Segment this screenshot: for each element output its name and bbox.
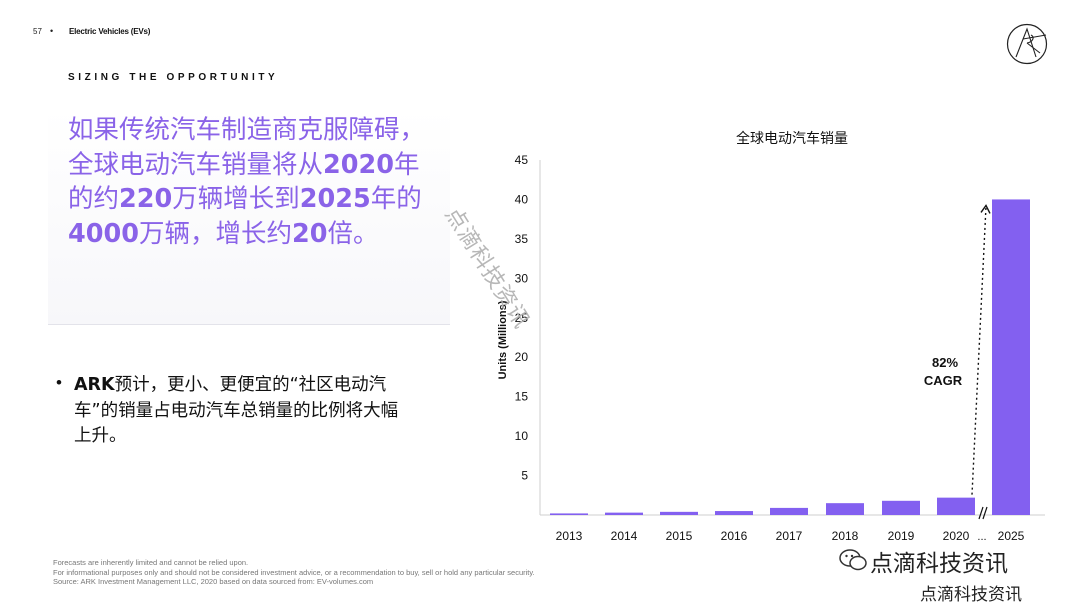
headline-text-2: 年的约 [68,149,420,215]
bar-2015 [660,511,698,515]
watermark-bottom: 点滴科技资讯 [920,585,1022,605]
chart-title: 全球电动汽车销量 [736,130,848,147]
page-number: 57 [33,27,42,36]
bullet-marker: • [56,373,62,392]
headline-num-2: 220 [119,184,173,214]
x-tick-label: 2015 [666,529,693,543]
bullet-text: ARK预计，更小、更便宜的“社区电动汽车”的销量占电动汽车总销量的比例将大幅上升… [74,373,404,450]
header-separator: • [50,26,54,36]
x-tick-labels: 2013 2014 2015 2016 2017 2018 2019 2020 2025 [556,529,1025,543]
x-tick-label: 2016 [721,529,748,543]
axis-break-ellipsis: ... [977,531,986,543]
headline-num-5: 20 [292,218,328,249]
headline-num-1: 2020 [323,149,394,180]
bar-2020 [937,497,975,515]
wechat-icon [839,549,867,571]
watermark-wechat: 点滴科技资讯 [870,551,1008,577]
cagr-value: 82% [932,355,958,370]
headline: 如果传统汽车制造商克服障碍，全球电动汽车销量将从2020年的约220万辆增长到2… [68,113,438,251]
bar-2019 [882,500,920,515]
headline-text-3: 万辆增长到 [172,184,300,214]
x-tick-label: 2020 [943,529,970,543]
footnote-line: For informational purposes only and shou… [53,567,535,577]
x-tick-label: 2014 [611,529,638,543]
headline-panel [48,108,450,325]
bars [550,199,1030,515]
bar-2016 [715,511,753,515]
bullet-body: 预计，更小、更便宜的“社区电动汽车”的销量占电动汽车总销量的比例将大幅上升。 [74,375,399,446]
y-tick-label: 30 [515,271,529,285]
bar-2013 [550,513,588,515]
bar-2018 [826,503,864,515]
bullet-brand: ARK [74,375,115,395]
footnote-line: Source: ARK Investment Management LLC, 2… [53,577,374,586]
cagr-arrow [971,206,987,495]
y-tick-label: 25 [515,311,529,325]
y-tick-label: 20 [515,350,529,364]
x-tick-label: 2019 [888,529,915,543]
headline-text-4: 年的 [370,184,422,214]
cagr-arrowhead [980,204,991,214]
x-tick-label: 2017 [776,529,803,543]
x-tick-label: 2018 [832,529,859,543]
y-tick-label: 35 [515,232,529,246]
y-tick-labels: 5 10 15 20 25 30 35 40 45 [515,153,529,483]
x-tick-label: 2025 [998,529,1025,543]
eyebrow-label: SIZING THE OPPORTUNITY [68,72,279,83]
cagr-label: CAGR [924,373,963,388]
bar-2017 [770,507,808,515]
footnotes: Forecasts are inherently limited and can… [53,558,535,587]
headline-text-1: 如果传统汽车制造商克服障碍，全球电动汽车销量将从 [68,115,426,180]
axis-break-mark [978,506,988,520]
section-title: Electric Vehicles (EVs) [69,27,151,36]
y-tick-label: 15 [515,390,529,404]
y-tick-label: 10 [515,429,529,443]
headline-num-4: 4000 [68,218,139,249]
y-tick-label: 5 [521,469,528,483]
ark-logo-icon [1006,23,1048,65]
y-axis-label: Units (Millions) [497,300,509,379]
headline-num-3: 2025 [299,184,371,214]
footnote-line: Forecasts are inherently limited and can… [53,558,249,567]
x-tick-label: 2013 [556,529,583,543]
headline-text-5: 万辆，增长约 [138,218,292,249]
y-tick-label: 45 [515,153,529,167]
bar-2014 [605,512,643,515]
headline-text-6: 倍。 [327,218,379,249]
bar-2025 [992,199,1030,515]
y-tick-label: 40 [515,192,529,206]
